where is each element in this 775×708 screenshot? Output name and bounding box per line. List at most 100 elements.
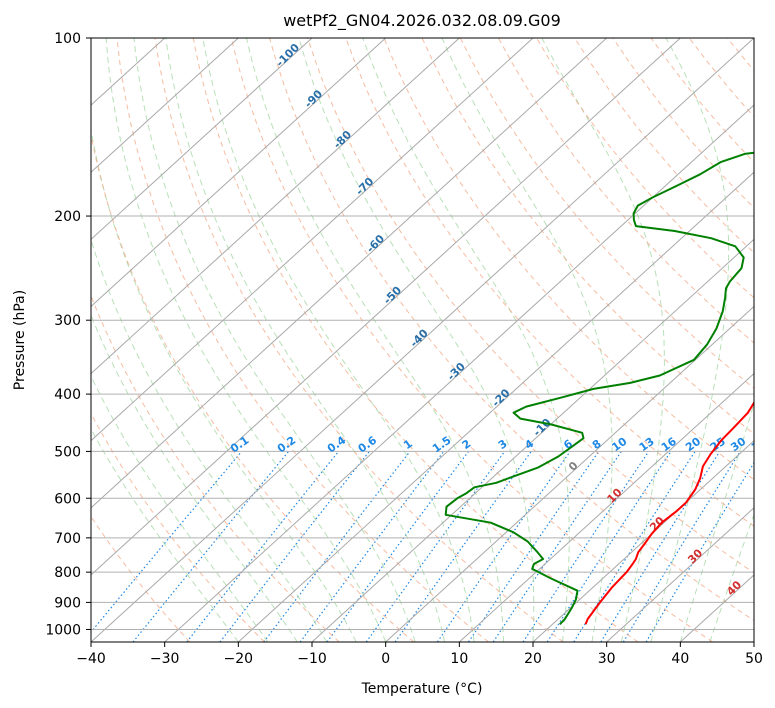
moist-adiabat-line [709, 513, 754, 642]
mixing-ratio-line [492, 451, 622, 642]
dry-adiabat-line [154, 38, 564, 642]
dry-adiabat-label: -20 [489, 386, 512, 409]
mixing-ratio-line [645, 461, 754, 642]
moist-adiabat-line [105, 38, 387, 642]
moist-adiabat-line [91, 375, 269, 642]
x-axis-label: Temperature (°C) [361, 681, 483, 697]
isotherm-line [91, 38, 313, 241]
mixing-ratio-line [186, 451, 340, 642]
isotherm-line [91, 38, 754, 642]
moist-adiabat-label: 10 [605, 486, 625, 506]
mixing-ratio-line [573, 451, 696, 642]
x-tick-label: −30 [150, 651, 180, 667]
isotherm-line [91, 38, 387, 308]
dry-adiabat-label: -60 [364, 232, 387, 255]
moist-adiabat-line [202, 38, 475, 642]
isotherm-line [91, 38, 460, 375]
moist-adiabat-line [165, 38, 446, 642]
mixing-ratio-label: 0.1 [228, 434, 251, 456]
y-tick-label: 100 [54, 31, 81, 47]
dry-adiabat-label: -90 [302, 87, 325, 110]
isotherm-line [237, 171, 754, 642]
moist-adiabat-line [679, 401, 754, 642]
mixing-ratio-label: 2 [460, 437, 474, 452]
dry-adiabat-line [383, 38, 754, 481]
x-tick-label: −20 [224, 651, 254, 667]
moist-adiabat-line [298, 38, 535, 642]
moist-adiabat-line [541, 38, 665, 642]
y-tick-label: 800 [54, 565, 81, 581]
mixing-ratio-line [91, 451, 243, 633]
moist-adiabat-label: 20 [647, 514, 667, 534]
isotherm-line [753, 641, 754, 642]
dry-adiabat-line [91, 515, 191, 642]
y-tick-label: 200 [54, 209, 81, 225]
dry-adiabat-line [307, 38, 754, 574]
x-tick-label: 0 [381, 651, 390, 667]
dry-adiabat-line [497, 38, 754, 344]
moist-adiabat-line [362, 38, 570, 642]
mixing-ratio-line [132, 451, 290, 642]
mixing-ratio-line [299, 451, 445, 642]
mixing-ratio-line [219, 451, 370, 642]
isotherm-line [91, 38, 239, 173]
y-tick-label: 600 [54, 491, 81, 507]
dry-adiabat-line [269, 38, 754, 622]
y-axis-ticks: 100 200 300 400 500 600 700 800 900 1000 [45, 31, 91, 638]
mixing-ratio-line [326, 451, 469, 642]
moist-adiabat-line [91, 428, 239, 642]
mixing-ratio-line [622, 451, 741, 642]
y-tick-label: 400 [54, 387, 81, 403]
dry-adiabat-line [91, 412, 265, 642]
mixing-ratio-lines [91, 451, 754, 642]
y-tick-label: 300 [54, 313, 81, 329]
dry-adiabat-line [688, 38, 754, 118]
dry-adiabat-label: -50 [381, 284, 404, 307]
moist-adiabat-line [91, 313, 298, 642]
mixing-ratio-line [600, 451, 721, 642]
dry-adiabat-line [727, 38, 754, 72]
isobars [91, 38, 754, 630]
dry-adiabat-line [91, 294, 340, 642]
mixing-ratio-line [436, 451, 571, 642]
x-tick-label: 10 [450, 651, 468, 667]
dry-adiabat-line [766, 38, 775, 642]
dry-adiabat-label: -100 [273, 41, 302, 70]
dry-adiabat-line [536, 38, 754, 299]
dewpoint-profile-line [444, 151, 754, 625]
isotherm-line [91, 38, 608, 509]
mixing-ratio-label: 3 [496, 437, 510, 452]
moist-adiabat-label: 40 [724, 578, 744, 598]
mixing-ratio-label: 0.4 [325, 433, 349, 455]
isotherm-line [532, 439, 754, 642]
isotherm-line [311, 238, 754, 642]
dry-adiabat-label: -80 [331, 128, 354, 151]
moist-adiabat-line [91, 238, 328, 642]
mixing-ratio-line [467, 451, 600, 642]
isotherm-line [164, 104, 754, 642]
isotherm-line [385, 305, 754, 642]
isotherm-line [91, 38, 534, 442]
dry-adiabat-line [91, 132, 415, 642]
x-tick-label: −10 [297, 651, 327, 667]
mixing-ratio-label: 1 [401, 437, 415, 452]
x-tick-label: −40 [76, 651, 106, 667]
x-tick-label: 30 [598, 651, 616, 667]
y-tick-label: 500 [54, 444, 81, 460]
y-tick-label: 700 [54, 531, 81, 547]
moist-adiabat-line [91, 126, 357, 642]
plot-frame [90, 37, 755, 643]
mixing-ratio-line [522, 451, 650, 642]
isotherms [91, 38, 754, 642]
dry-adiabat-line [650, 38, 754, 163]
x-tick-label: 20 [524, 651, 542, 667]
x-axis-ticks: −40 −30 −20 −10 0 10 20 30 40 50 [76, 642, 763, 667]
mixing-ratio-line [263, 451, 411, 642]
dry-adiabat-line [192, 38, 639, 642]
sounding-series [444, 151, 754, 625]
y-axis-label: Pressure (hPa) [12, 290, 28, 390]
chart-title: wetPf2_GN04.2026.032.08.09.G09 [283, 11, 561, 31]
x-tick-label: 50 [745, 651, 763, 667]
dry-adiabat-line [116, 38, 489, 642]
